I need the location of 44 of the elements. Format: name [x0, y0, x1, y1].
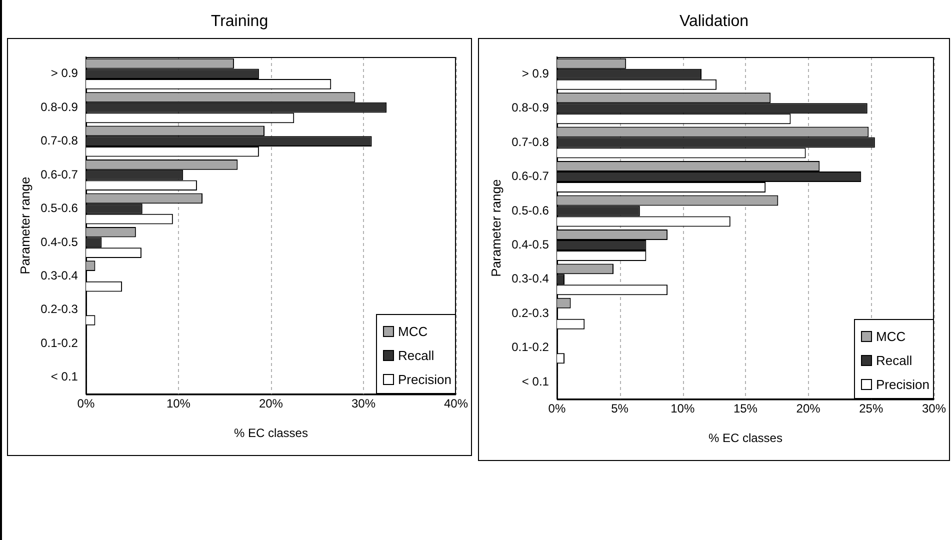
legend-label: Recall — [876, 352, 912, 368]
y-tick-label: 0.3-0.4 — [512, 272, 550, 286]
y-tick-label: 0.4-0.5 — [40, 234, 78, 249]
legend-label: MCC — [398, 324, 428, 339]
x-tick-label: 20% — [258, 396, 284, 411]
x-tick-label: 40% — [444, 396, 468, 411]
chart-title: Validation — [678, 12, 750, 32]
legend-label: MCC — [876, 328, 906, 344]
text: Precision — [398, 372, 452, 387]
y-tick-label: 0.2-0.3 — [40, 302, 78, 316]
y-tick-label: > 0.9 — [50, 66, 78, 80]
x-tick-label: 5% — [611, 402, 629, 416]
x-tick-label: 30% — [922, 402, 946, 416]
x-tick-label: 10% — [166, 396, 191, 411]
x-axis-title: % EC classes — [234, 426, 308, 440]
y-tick-label: 0.3-0.4 — [40, 268, 78, 282]
y-tick-label: 0.7-0.8 — [40, 134, 78, 148]
y-tick-label: 0.8-0.9 — [40, 100, 78, 114]
y-axis-title: Parameter range — [488, 179, 504, 277]
y-tick-label: 0.6-0.7 — [40, 167, 78, 182]
x-tick-label: 15% — [733, 402, 758, 416]
y-tick-label: 0.1-0.2 — [40, 336, 78, 350]
x-tick-label: 0% — [548, 402, 566, 416]
chart-title: Training — [210, 12, 270, 32]
x-axis-title: % EC classes — [708, 431, 782, 446]
text: Precision — [876, 376, 930, 392]
legend-label: Recall — [398, 348, 434, 363]
y-tick-label: < 0.1 — [50, 370, 78, 384]
y-axis-title: Parameter range — [17, 176, 32, 274]
y-tick-label: 0.2-0.3 — [512, 306, 550, 320]
x-tick-label: 20% — [796, 402, 821, 416]
x-tick-label: 30% — [351, 396, 376, 411]
y-tick-label: 0.5-0.6 — [512, 203, 550, 218]
x-tick-label: 0% — [77, 396, 95, 411]
y-tick-label: 0.1-0.2 — [512, 340, 550, 354]
y-tick-label: 0.7-0.8 — [512, 134, 550, 149]
y-tick-label: 0.4-0.5 — [512, 238, 550, 252]
x-tick-label: 25% — [859, 402, 884, 416]
y-tick-label: 0.6-0.7 — [512, 169, 550, 184]
y-tick-label: 0.8-0.9 — [512, 100, 550, 115]
y-tick-label: < 0.1 — [522, 374, 550, 388]
x-tick-label: 10% — [670, 402, 695, 416]
y-tick-label: > 0.9 — [522, 66, 550, 80]
y-tick-label: 0.5-0.6 — [40, 201, 78, 216]
